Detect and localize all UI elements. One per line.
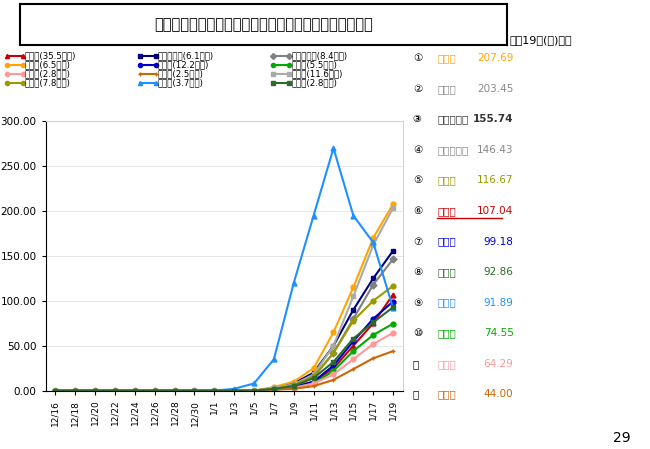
Text: 葛城市(3.7万人): 葛城市(3.7万人): [158, 79, 204, 88]
Text: ⑥: ⑥: [413, 206, 422, 216]
Text: 五條市: 五條市: [437, 359, 456, 369]
Text: ⑩: ⑩: [413, 328, 422, 338]
Text: 91.89: 91.89: [484, 298, 514, 308]
Text: 桜井市(5.5万人): 桜井市(5.5万人): [291, 61, 337, 70]
Text: 県内１２市の直近１週間の１０万人当たり陽性者数推移: 県内１２市の直近１週間の１０万人当たり陽性者数推移: [154, 17, 372, 32]
Text: 107.04: 107.04: [477, 206, 514, 216]
Text: 奈良市(35.5万人): 奈良市(35.5万人): [25, 52, 76, 61]
Text: 橿原市: 橿原市: [437, 237, 456, 247]
Text: 宇陀市(2.8万人): 宇陀市(2.8万人): [291, 79, 337, 88]
Text: 大和高田市: 大和高田市: [437, 114, 469, 124]
Text: 生駒市: 生駒市: [437, 84, 456, 94]
Text: ②: ②: [413, 84, 422, 94]
Text: 御所市: 御所市: [437, 389, 456, 399]
Text: ③: ③: [413, 114, 421, 124]
Text: 146.43: 146.43: [477, 145, 514, 155]
Text: 64.29: 64.29: [484, 359, 514, 369]
Text: 99.18: 99.18: [484, 237, 514, 247]
Text: ④: ④: [413, 145, 422, 155]
Text: ⑫: ⑫: [413, 389, 419, 399]
Text: 74.55: 74.55: [484, 328, 514, 338]
Text: 天理市: 天理市: [437, 53, 456, 63]
Text: ⑨: ⑨: [413, 298, 422, 308]
Text: 大和郡山市(8.4万人): 大和郡山市(8.4万人): [291, 52, 347, 61]
Text: 香芝市: 香芝市: [437, 176, 456, 185]
Text: 天理市(6.5万人): 天理市(6.5万人): [25, 61, 71, 70]
Text: 五條市(2.8万人): 五條市(2.8万人): [25, 70, 71, 79]
Text: 203.45: 203.45: [477, 84, 514, 94]
Text: ①: ①: [413, 53, 422, 63]
Text: 29: 29: [613, 431, 630, 445]
Text: 155.74: 155.74: [473, 114, 514, 124]
Text: ⑦: ⑦: [413, 237, 422, 247]
Text: 桜井市: 桜井市: [437, 328, 456, 338]
Text: 44.00: 44.00: [484, 389, 514, 399]
Text: ⑪: ⑪: [413, 359, 419, 369]
Text: 大和郡山市: 大和郡山市: [437, 145, 469, 155]
Text: ⑧: ⑧: [413, 267, 422, 277]
Text: ⑤: ⑤: [413, 176, 422, 185]
Text: 香芝市(7.8万人): 香芝市(7.8万人): [25, 79, 71, 88]
Text: 116.67: 116.67: [477, 176, 514, 185]
Text: 大和高田市(6.1万人): 大和高田市(6.1万人): [158, 52, 214, 61]
Text: 宇陀市: 宇陀市: [437, 267, 456, 277]
Text: 207.69: 207.69: [477, 53, 514, 63]
Text: 葛城市: 葛城市: [437, 298, 456, 308]
Text: 御所市(2.5万人): 御所市(2.5万人): [158, 70, 204, 79]
Text: 92.86: 92.86: [484, 267, 514, 277]
Text: 奈良市: 奈良市: [437, 206, 456, 216]
Text: 橿原市(12.2万人): 橿原市(12.2万人): [158, 61, 209, 70]
Text: 生駒市(11.6万人): 生駒市(11.6万人): [291, 70, 343, 79]
Text: １月19日(水)時点: １月19日(水)時点: [510, 35, 572, 45]
